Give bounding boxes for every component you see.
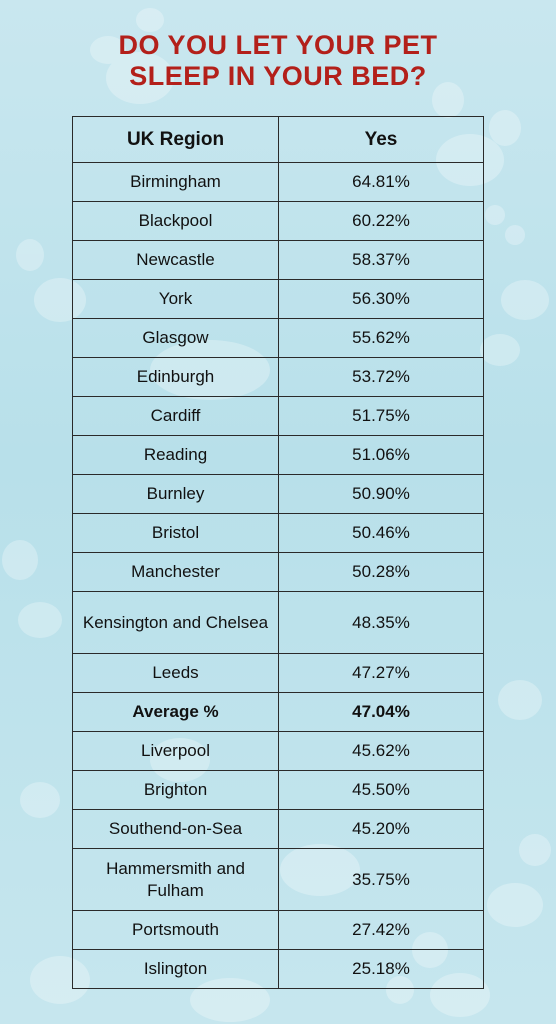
yes-cell: 53.72% — [278, 357, 484, 397]
region-cell: Brighton — [72, 770, 279, 810]
yes-cell: 50.28% — [278, 552, 484, 592]
average-label-cell: Average % — [72, 692, 279, 732]
region-table: UK Region Yes Birmingham 64.81% Blackpool… — [72, 116, 484, 989]
table-row: Edinburgh 53.72% — [72, 357, 484, 397]
table-row: Portsmouth 27.42% — [72, 910, 484, 950]
region-cell: Hammersmith and Fulham — [72, 848, 279, 911]
table-row: Hammersmith and Fulham 35.75% — [72, 848, 484, 911]
region-cell: Kensington and Chelsea — [72, 591, 279, 654]
yes-cell: 45.50% — [278, 770, 484, 810]
yes-cell: 58.37% — [278, 240, 484, 280]
region-cell: York — [72, 279, 279, 319]
yes-cell: 48.35% — [278, 591, 484, 654]
region-cell: Manchester — [72, 552, 279, 592]
average-row: Average % 47.04% — [72, 692, 484, 732]
table-row: Glasgow 55.62% — [72, 318, 484, 358]
yes-cell: 55.62% — [278, 318, 484, 358]
region-cell: Islington — [72, 949, 279, 989]
table-row: Kensington and Chelsea 48.35% — [72, 591, 484, 654]
table-row: Bristol 50.46% — [72, 513, 484, 553]
table-row: Southend-on-Sea 45.20% — [72, 809, 484, 849]
yes-cell: 47.27% — [278, 653, 484, 693]
region-cell: Edinburgh — [72, 357, 279, 397]
yes-cell: 51.06% — [278, 435, 484, 475]
yes-cell: 45.62% — [278, 731, 484, 771]
yes-cell: 45.20% — [278, 809, 484, 849]
table-row: Islington 25.18% — [72, 949, 484, 989]
header-region: UK Region — [72, 116, 279, 163]
region-cell: Liverpool — [72, 731, 279, 771]
yes-cell: 60.22% — [278, 201, 484, 241]
table-row: Birmingham 64.81% — [72, 162, 484, 202]
table-row: Leeds 47.27% — [72, 653, 484, 693]
region-cell: Bristol — [72, 513, 279, 553]
title-line-2: SLEEP IN YOUR BED? — [129, 61, 427, 91]
yes-cell: 35.75% — [278, 848, 484, 911]
region-cell: Blackpool — [72, 201, 279, 241]
table-header-row: UK Region Yes — [72, 116, 484, 163]
yes-cell: 50.90% — [278, 474, 484, 514]
yes-cell: 27.42% — [278, 910, 484, 950]
region-cell: Southend-on-Sea — [72, 809, 279, 849]
table-row: Blackpool 60.22% — [72, 201, 484, 241]
region-cell: Glasgow — [72, 318, 279, 358]
table-row: York 56.30% — [72, 279, 484, 319]
average-value-cell: 47.04% — [278, 692, 484, 732]
table-row: Newcastle 58.37% — [72, 240, 484, 280]
table-row: Brighton 45.50% — [72, 770, 484, 810]
table-row: Reading 51.06% — [72, 435, 484, 475]
title-line-1: DO YOU LET YOUR PET — [118, 30, 438, 60]
header-yes: Yes — [278, 116, 484, 163]
yes-cell: 51.75% — [278, 396, 484, 436]
region-cell: Cardiff — [72, 396, 279, 436]
yes-cell: 25.18% — [278, 949, 484, 989]
region-cell: Burnley — [72, 474, 279, 514]
table-row: Liverpool 45.62% — [72, 731, 484, 771]
yes-cell: 50.46% — [278, 513, 484, 553]
region-cell: Newcastle — [72, 240, 279, 280]
region-cell: Birmingham — [72, 162, 279, 202]
table-row: Cardiff 51.75% — [72, 396, 484, 436]
table-row: Burnley 50.90% — [72, 474, 484, 514]
yes-cell: 56.30% — [278, 279, 484, 319]
region-cell: Leeds — [72, 653, 279, 693]
page-title: DO YOU LET YOUR PET SLEEP IN YOUR BED? — [0, 30, 556, 92]
region-cell: Reading — [72, 435, 279, 475]
table-row: Manchester 50.28% — [72, 552, 484, 592]
yes-cell: 64.81% — [278, 162, 484, 202]
region-cell: Portsmouth — [72, 910, 279, 950]
